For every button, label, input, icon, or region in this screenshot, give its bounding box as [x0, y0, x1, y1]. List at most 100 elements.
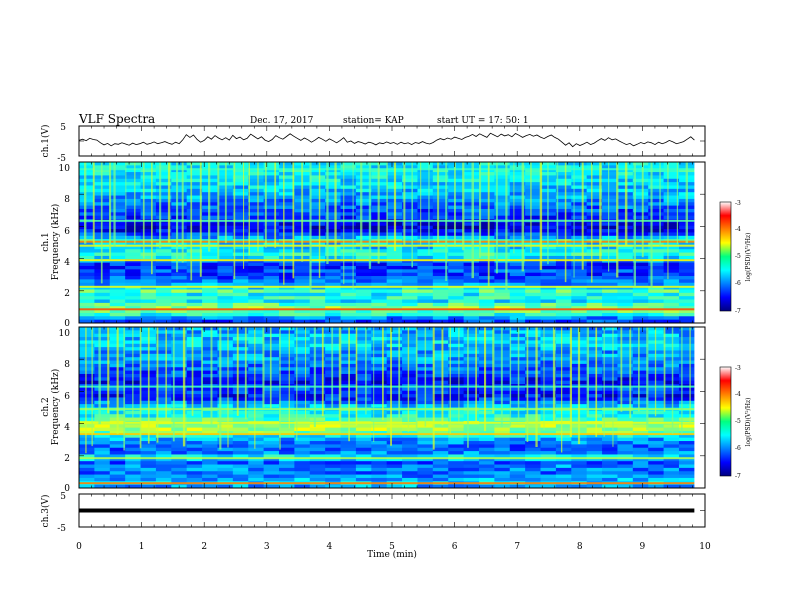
spectrogram-cell — [417, 461, 434, 465]
spectrogram-cell — [325, 437, 341, 442]
spectrogram-cell — [463, 404, 480, 408]
spectrogram-cell — [340, 447, 357, 452]
spectrogram-cell — [602, 205, 618, 210]
spectrogram-cell — [355, 289, 372, 294]
spectrogram-cell — [648, 467, 664, 472]
spectrogram-cell — [109, 172, 126, 176]
spectrogram-cell — [294, 471, 311, 475]
spectrogram-cell — [371, 424, 388, 429]
spectrogram-blank — [694, 327, 705, 488]
ch1-freq-tick-0: 0 — [64, 319, 70, 329]
spectrogram-burst — [573, 162, 575, 278]
spectrogram-burst — [393, 162, 397, 252]
spectrogram-cell — [371, 370, 388, 375]
spectrogram-cell — [602, 198, 618, 203]
spectrogram-cell — [586, 454, 603, 459]
spectrogram-cell — [463, 242, 480, 247]
spectrogram-cell — [663, 165, 680, 170]
spectrogram-cell — [525, 377, 541, 382]
spectrogram-cell — [340, 265, 357, 270]
spectrogram-cell — [571, 286, 588, 290]
spectrogram-cell — [125, 175, 141, 180]
spectrogram-cell — [678, 434, 695, 439]
spectrogram-cell — [663, 333, 680, 338]
spectrogram-cell — [309, 414, 326, 418]
spectrogram-cell — [309, 373, 326, 378]
spectrogram-cell — [248, 350, 264, 355]
spectrogram-cell — [571, 212, 588, 217]
spectrogram-cell — [155, 279, 172, 284]
spectrogram-cell — [171, 249, 188, 253]
spectrogram-cell — [125, 222, 141, 227]
spectrogram-cell — [294, 312, 311, 317]
spectrogram-cell — [140, 242, 157, 247]
spectrogram-cell — [586, 299, 603, 304]
spectrogram-cell — [617, 360, 634, 365]
spectrogram-cell — [632, 417, 649, 422]
spectrogram-cell — [186, 262, 203, 267]
spectrogram-cell — [494, 269, 511, 274]
spectrogram-cell — [555, 162, 572, 166]
spectrogram-cell — [232, 202, 249, 206]
spectrogram-cell — [309, 457, 326, 462]
spectrogram-cell — [571, 457, 588, 462]
spectrogram-cell — [463, 397, 480, 402]
spectrogram-cell — [648, 172, 664, 176]
spectrogram-cell — [540, 430, 557, 435]
spectrogram-cell — [540, 360, 557, 365]
spectrogram-burst — [689, 327, 691, 425]
spectrogram-cell — [632, 225, 649, 230]
spectrogram-cell — [586, 282, 603, 287]
spectrogram-cell — [109, 229, 126, 233]
spectrogram-cell — [448, 380, 464, 385]
spectrogram-cell — [586, 471, 603, 475]
spectrogram-cell — [494, 165, 511, 170]
spectrogram-cell — [571, 168, 588, 173]
spectrogram-cell — [232, 363, 249, 368]
spectrogram-cell — [540, 451, 557, 455]
spectrogram-cell — [355, 417, 372, 422]
spectrogram-cell — [525, 430, 541, 435]
spectrogram-cell — [232, 427, 249, 432]
spectrogram-cell — [186, 424, 203, 429]
spectrogram-cell — [509, 242, 526, 247]
spectrogram-cell — [448, 467, 464, 472]
spectrogram-cell — [632, 309, 649, 314]
spectrogram-cell — [325, 467, 341, 472]
spectrogram-cell — [478, 175, 495, 180]
spectrogram-cell — [232, 182, 249, 186]
spectrogram-cell — [432, 447, 449, 452]
spectrogram-cell — [171, 430, 188, 435]
spectrogram-cell — [602, 457, 618, 462]
spectrogram-cell — [571, 245, 588, 250]
spectrogram-cell — [171, 373, 188, 378]
spectrogram-cell — [632, 286, 649, 290]
spectrogram-cell — [678, 461, 695, 465]
spectrogram-cell — [278, 168, 295, 173]
spectrogram-cell — [648, 312, 664, 317]
spectrogram-cell — [217, 467, 234, 472]
spectrogram-cell — [109, 447, 126, 452]
spectrogram-cell — [340, 162, 357, 166]
spectrogram-cell — [571, 454, 588, 459]
spectrogram-cell — [171, 397, 188, 402]
spectrogram-cell — [232, 262, 249, 267]
spectrogram-cell — [109, 215, 126, 220]
spectrogram-cell — [555, 343, 572, 348]
spectrogram-cell — [509, 330, 526, 335]
spectrogram-cell — [448, 434, 464, 439]
spectrogram-cell — [140, 272, 157, 277]
spectrogram-cell — [248, 245, 264, 250]
spectrogram-cell — [155, 269, 172, 274]
spectrogram-cell — [402, 430, 418, 435]
spectrogram-cell — [217, 410, 234, 415]
spectrogram-cell — [355, 232, 372, 237]
ch2-colorbar-tick: -3 — [735, 365, 741, 372]
spectrogram-cell — [278, 242, 295, 247]
spectrogram-cell — [586, 340, 603, 345]
spectrogram-cell — [155, 215, 172, 220]
spectrogram-burst — [564, 162, 567, 283]
spectrogram-cell — [525, 185, 541, 190]
spectrogram-cell — [432, 296, 449, 300]
spectrogram-cell — [217, 265, 234, 270]
